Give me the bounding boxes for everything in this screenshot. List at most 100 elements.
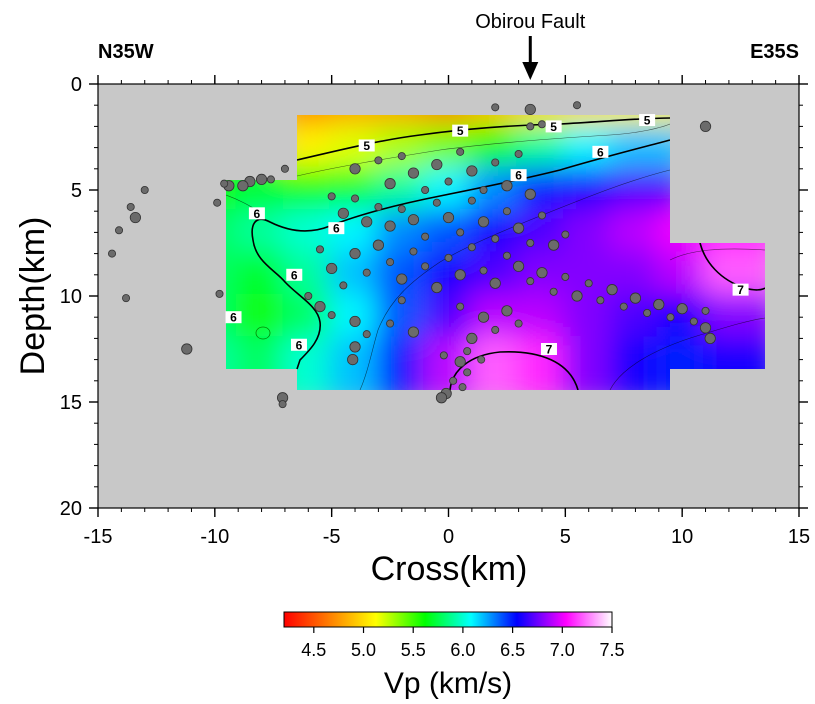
contour-label: 5 (363, 139, 370, 153)
earthquake-point (456, 302, 465, 311)
earthquake-point (643, 308, 652, 317)
earthquake-point (407, 326, 420, 338)
contour-label: 6 (333, 222, 340, 236)
x-tick-label: 15 (788, 526, 810, 548)
earthquake-point (536, 267, 548, 279)
contour-line-7-lower (449, 351, 579, 390)
fault-annotation: Obirou Fault (475, 11, 585, 33)
earthquake-point (479, 185, 488, 194)
colorbar-tick-label: 6.0 (450, 640, 475, 660)
contour-line-6.8 (669, 248, 765, 261)
earthquake-point (526, 238, 535, 247)
earthquake-point (386, 319, 395, 328)
earthquake-point (421, 232, 430, 241)
x-tick-label: -5 (323, 526, 341, 548)
earthquake-point (467, 243, 476, 252)
earthquake-point (439, 351, 448, 360)
earthquake-point (337, 207, 349, 219)
earthquake-point (489, 277, 501, 289)
earthquake-point (444, 253, 453, 262)
contour-line-5.5 (296, 123, 671, 177)
earthquake-point (304, 291, 313, 300)
contour-label: 7 (546, 343, 553, 357)
earthquake-point (689, 317, 698, 326)
y-tick-label: 10 (60, 286, 82, 308)
earthquake-point (339, 281, 348, 290)
earthquake-point (526, 122, 535, 131)
earthquake-point (537, 120, 546, 129)
earthquake-point (397, 296, 406, 305)
earthquake-point (213, 198, 222, 207)
earthquake-point (386, 258, 395, 267)
contour-label: 6 (291, 268, 298, 282)
earthquake-point (327, 311, 336, 320)
earthquake-point (491, 234, 500, 243)
earthquake-point (384, 220, 396, 232)
contour-label-box (328, 222, 345, 235)
contour-label-box (732, 283, 749, 296)
contour-label: 5 (457, 124, 464, 138)
earthquake-point (347, 353, 359, 366)
earthquake-point (456, 228, 465, 237)
earthquake-point (115, 226, 124, 235)
earthquake-point (315, 245, 324, 254)
contour-line-5 (296, 117, 671, 161)
earthquake-point (524, 103, 536, 116)
earthquake-point (502, 207, 511, 216)
earthquake-point (362, 268, 371, 277)
fault-arrow-icon (522, 36, 539, 80)
earthquake-point (454, 269, 466, 281)
earthquake-point (458, 383, 467, 392)
earthquake-point (466, 332, 478, 344)
earthquake-point (491, 103, 500, 112)
earthquake-point (280, 164, 289, 173)
earthquake-point (314, 300, 326, 313)
contour-label-box (592, 145, 609, 158)
earthquake-point (501, 305, 513, 317)
earthquake-point (571, 290, 583, 302)
earthquake-point (181, 343, 193, 355)
contour-label: 6 (515, 169, 522, 183)
earthquake-point (431, 281, 443, 294)
earthquake-point (108, 249, 117, 258)
earthquake-point (666, 313, 675, 322)
earthquake-point (421, 185, 430, 194)
earthquake-point (491, 325, 500, 334)
y-axis-label: Depth(km) (14, 217, 52, 376)
earthquake-point (456, 147, 465, 156)
earthquake-point (526, 277, 535, 286)
y-tick-label: 0 (71, 74, 82, 96)
colorbar: 4.5 5.0 5.5 6.0 6.5 7.0 7.5 Vp (km/s) (283, 611, 625, 700)
earthquake-point (442, 211, 455, 224)
contour-label-box (358, 139, 375, 152)
earthquake-point (467, 196, 476, 205)
colorbar-tick-label: 7.0 (550, 640, 575, 660)
earthquake-point (326, 262, 338, 275)
left-direction-label: N35W (98, 41, 154, 63)
earthquake-point (479, 266, 488, 275)
earthquake-point (349, 315, 361, 328)
earthquake-point (278, 400, 287, 409)
x-tick-label: 5 (560, 526, 571, 548)
earthquake-point (704, 332, 716, 344)
contour-line-6-upper (251, 139, 671, 370)
y-tick-label: 5 (71, 180, 82, 202)
earthquake-point (561, 272, 570, 281)
earthquake-point (266, 175, 275, 184)
earthquake-point (514, 149, 523, 158)
x-axis-label: Cross(km) (371, 550, 528, 588)
x-axis: -15 -10 -5 0 5 10 15 (84, 75, 810, 548)
earthquake-point (129, 211, 141, 224)
earthquake-point (524, 188, 536, 200)
contour-label: 7 (737, 283, 744, 297)
contour-line-5.6-closed (255, 326, 271, 340)
earthquake-point (349, 248, 361, 260)
contour-label-box (290, 338, 307, 351)
earthquake-point (477, 311, 490, 323)
colorbar-ticks: 4.5 5.0 5.5 6.0 6.5 7.0 7.5 (301, 627, 625, 660)
earthquake-point (327, 192, 336, 201)
earthquake-point (140, 185, 149, 194)
contour-labels: 5 5 5 5 6 6 6 6 6 6 6 7 7 (225, 114, 749, 357)
earthquake-point (454, 356, 466, 368)
earthquake-point (397, 152, 406, 161)
